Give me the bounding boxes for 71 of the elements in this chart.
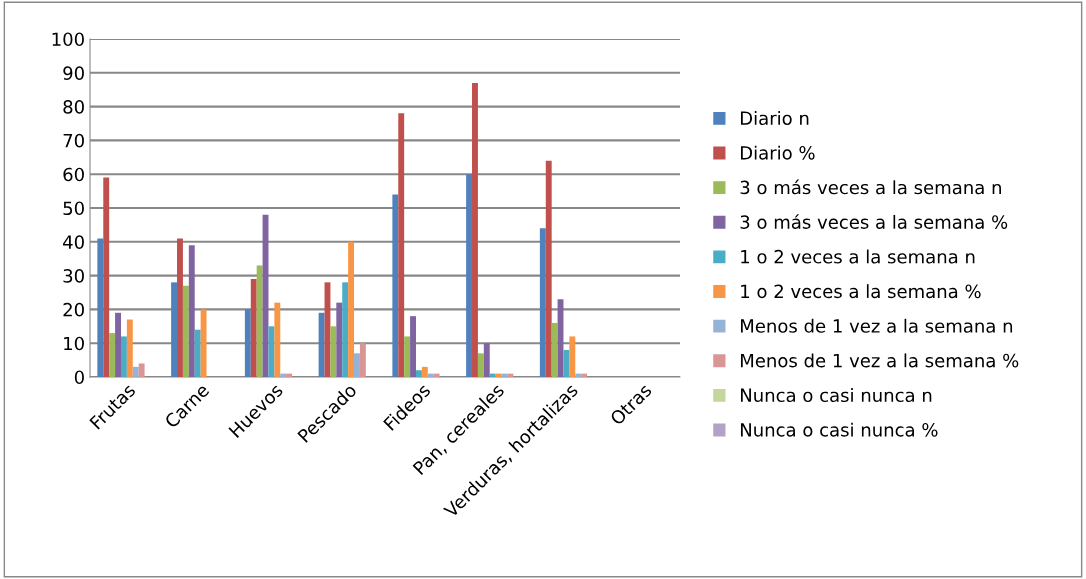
bar [280, 373, 287, 377]
bar [318, 312, 325, 377]
legend-label: Nunca o casi nunca n [741, 388, 932, 403]
bar [410, 316, 416, 377]
bar [182, 285, 189, 377]
bar [330, 326, 337, 377]
bar [138, 363, 145, 377]
bar [581, 373, 588, 377]
bar [563, 349, 570, 377]
legend-label: Diario n [741, 111, 809, 126]
bar [274, 302, 281, 377]
bar [103, 177, 110, 377]
bar [421, 366, 428, 377]
bar [97, 238, 104, 377]
bar [489, 373, 496, 377]
y-tick-label: 90 [63, 66, 84, 80]
bar [472, 82, 478, 377]
bar [477, 353, 484, 377]
bar [177, 238, 183, 377]
bar [336, 302, 343, 377]
y-tick-label: 100 [52, 32, 84, 47]
y-tick-label: 80 [63, 100, 84, 114]
bar [109, 333, 116, 377]
bar [132, 366, 139, 377]
bar [354, 353, 360, 377]
bar [188, 245, 195, 377]
bar [398, 113, 405, 377]
bar [466, 174, 473, 377]
y-tick-label: 10 [64, 336, 84, 351]
bar [120, 336, 127, 377]
bar [342, 282, 349, 377]
bar [244, 309, 251, 377]
y-tick-label: 0 [74, 370, 84, 385]
bar [551, 322, 558, 377]
bar [495, 373, 502, 377]
legend-label: Nunca o casi nunca % [741, 422, 938, 437]
bar [404, 336, 411, 377]
legend-label: 1 o 2 veces a la semana % [741, 284, 981, 299]
y-tick-label: 70 [63, 133, 84, 148]
bar [171, 282, 178, 377]
y-tick-label: 60 [63, 167, 84, 182]
bar [539, 228, 546, 377]
bar [569, 336, 576, 377]
bar [427, 373, 434, 377]
legend-label: Menos de 1 vez a la semana n [741, 318, 1013, 333]
bar [115, 312, 121, 377]
bar [545, 160, 552, 377]
bar [194, 329, 201, 377]
bar [268, 326, 275, 377]
y-tick-label: 30 [63, 269, 84, 283]
bar [433, 373, 440, 377]
y-tick-label: 40 [63, 235, 84, 249]
y-tick-label: 20 [63, 302, 84, 317]
legend-label: 3 o más veces a la semana n [740, 179, 1001, 195]
y-tick-label: 50 [63, 201, 84, 216]
bar [575, 373, 582, 377]
bar [256, 265, 263, 377]
legend-label: 3 o más veces a la semana % [740, 214, 1008, 229]
legend-label: 1 o 2 veces a la semana n [741, 249, 975, 264]
bar [507, 373, 514, 377]
bar [483, 343, 490, 377]
bar [359, 343, 366, 377]
bar [126, 319, 133, 377]
legend-label: Diario % [741, 145, 815, 160]
bar [286, 373, 293, 377]
bar [250, 278, 257, 377]
legend-label: Menos de 1 vez a la semana % [741, 353, 1019, 368]
bar [392, 194, 399, 377]
bar [415, 370, 422, 377]
bar [200, 309, 207, 377]
bar [348, 241, 355, 377]
